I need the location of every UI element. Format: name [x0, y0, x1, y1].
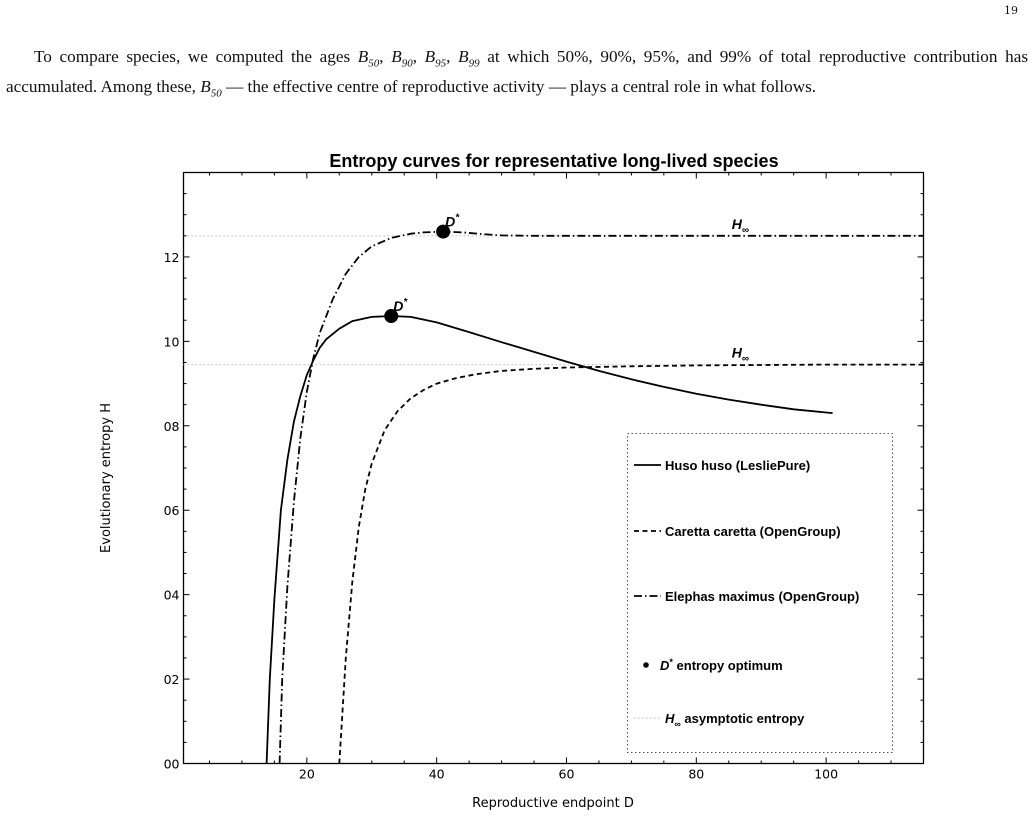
paragraph-text-3: — the effective centre of reproductive a…	[221, 77, 817, 97]
paragraph-text-1: To compare species, we computed the ages	[34, 47, 358, 66]
legend-frame	[627, 433, 893, 753]
asymptote-label-0: H∞	[732, 216, 749, 236]
y-tick-label: 02	[164, 672, 180, 687]
x-axis-label: Reproductive endpoint D	[472, 796, 634, 811]
optimum-marker-0	[384, 309, 399, 324]
legend: Huso huso (LesliePure) Caretta caretta (O…	[627, 433, 893, 753]
legend-label-1: Caretta caretta (OpenGroup)	[665, 524, 841, 539]
x-tick-label: 40	[429, 767, 445, 782]
x-tick-label: 100	[814, 767, 838, 782]
axis-ticks: 20 40 60 80 100 00 02 04 06 08 10 12	[164, 172, 924, 782]
y-tick-label: 10	[164, 334, 180, 349]
y-axis-label: Evolutionary entropy H	[99, 403, 114, 553]
y-tick-label: 08	[164, 419, 180, 434]
legend-swatch-3	[643, 662, 649, 668]
symbol-b50-ref: B50	[200, 77, 222, 100]
page-number: 19	[1004, 4, 1018, 17]
symbol-b50: B50	[357, 47, 380, 70]
optima-markers: D* D*	[384, 213, 460, 324]
legend-label-3: D* entropy optimum	[660, 657, 783, 673]
asymptote-label-1: H∞	[732, 345, 749, 365]
legend-label-4: H∞ asymptotic entropy	[665, 711, 805, 729]
legend-label-0: Huso huso (LesliePure)	[665, 458, 810, 473]
asymptote-lines: H∞ H∞	[183, 216, 924, 366]
series-line-2	[278, 230, 924, 764]
chart-title: Entropy curves for representative long-l…	[329, 151, 778, 171]
optimum-label-0: D*	[393, 297, 408, 314]
symbol-b99: B99	[458, 47, 480, 70]
body-paragraph: To compare species, we computed the ages…	[6, 47, 1029, 100]
y-tick-label: 04	[164, 588, 180, 603]
y-tick-label: 06	[164, 503, 180, 518]
optimum-marker-1	[436, 224, 451, 239]
series-line-1	[338, 363, 924, 764]
legend-label-2: Elephas maximus (OpenGroup)	[665, 589, 859, 604]
y-tick-label: 00	[164, 757, 180, 772]
paragraph-text-2: at which 50%, 90%, 95%, and 99% of total…	[6, 47, 1029, 97]
optimum-label-1: D*	[445, 213, 460, 230]
y-tick-label: 12	[164, 250, 180, 265]
x-tick-label: 80	[688, 767, 704, 782]
symbol-b90: B90	[391, 47, 413, 70]
x-tick-label: 20	[299, 767, 315, 782]
x-tick-label: 60	[559, 767, 575, 782]
symbol-b95: B95	[424, 47, 447, 70]
